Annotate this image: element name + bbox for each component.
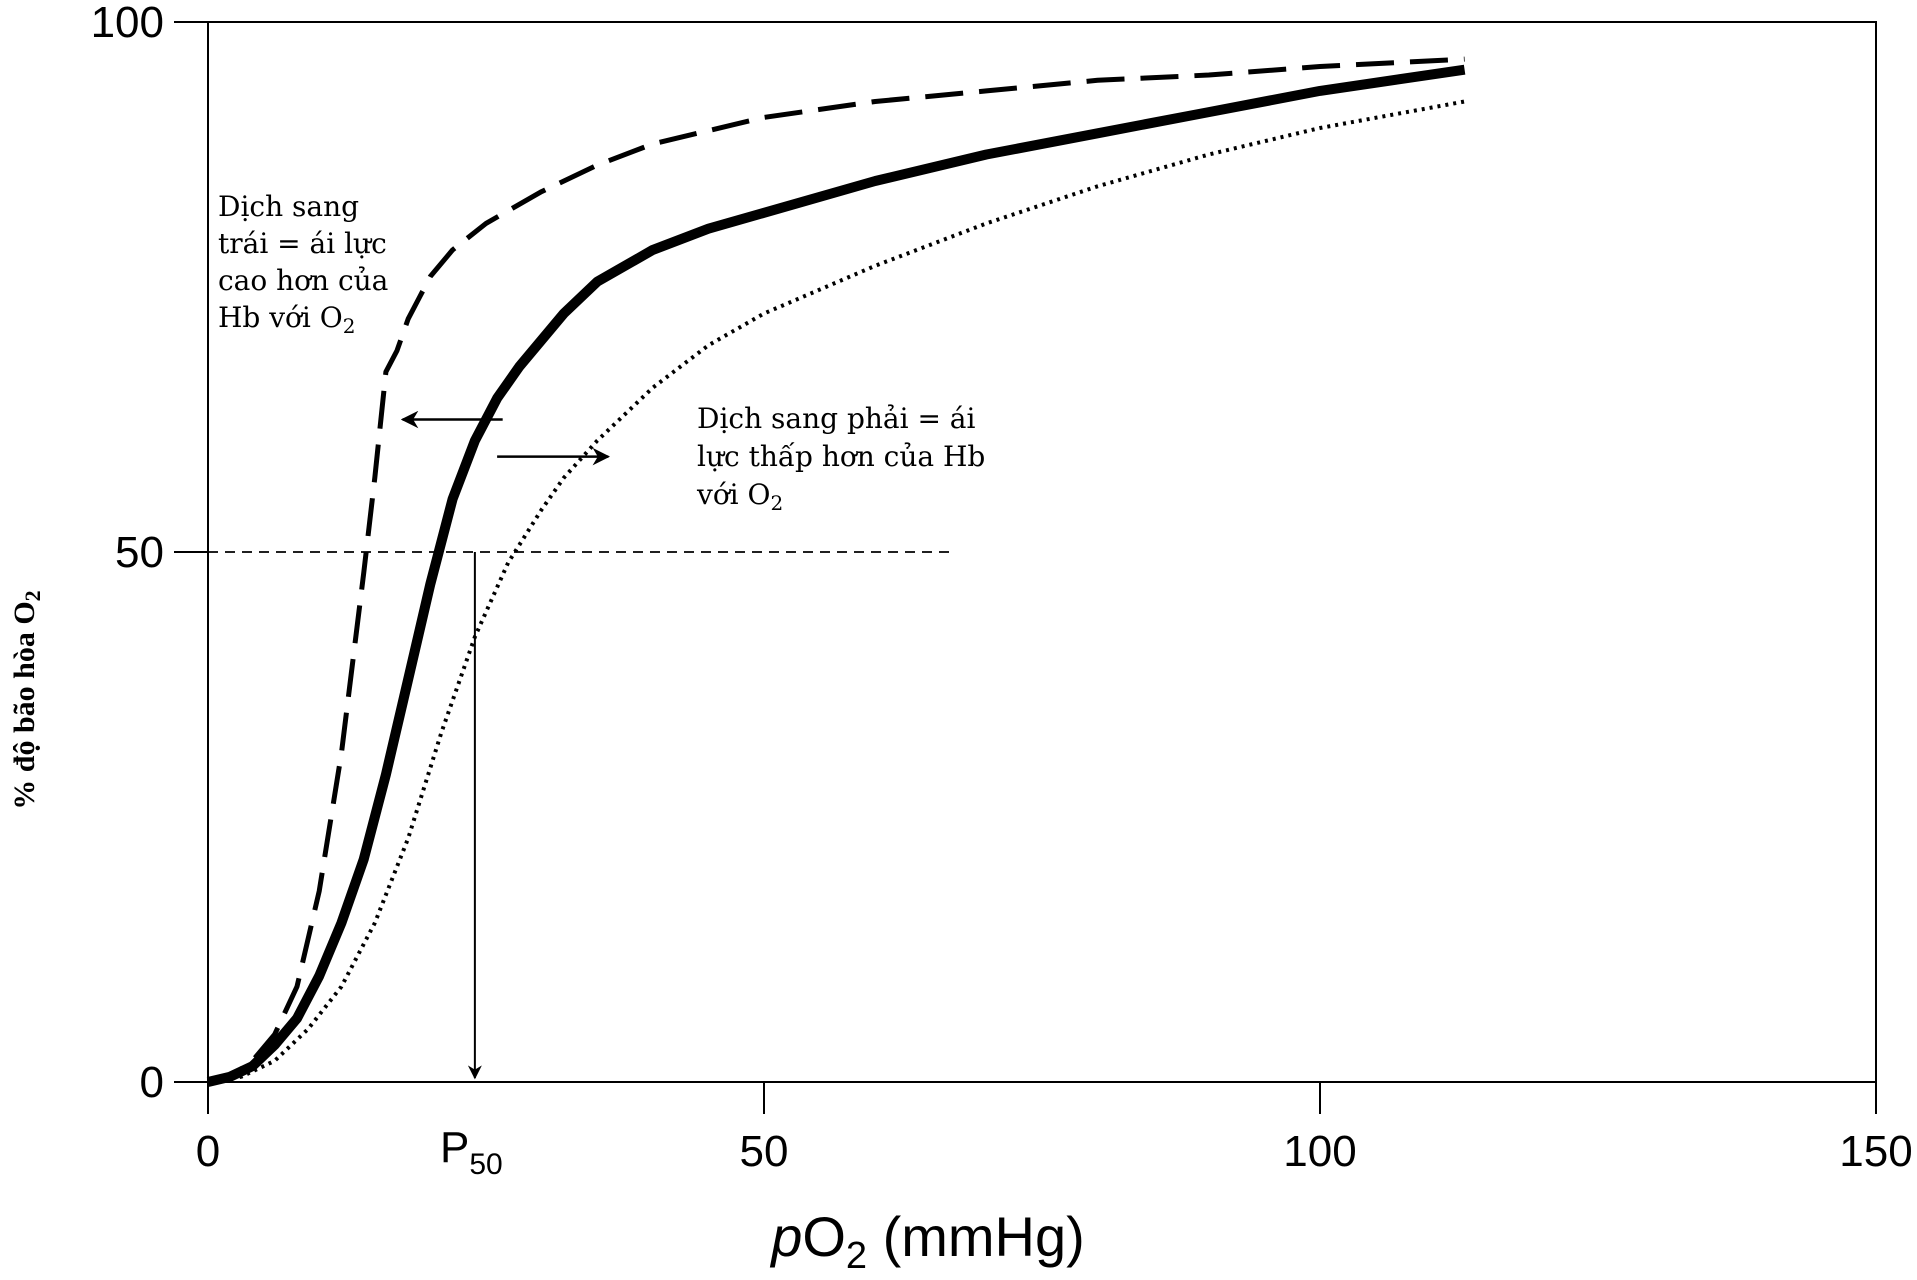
right-shift-annotation: Dịch sang phải = ái lực thấp hơn của Hb … <box>696 402 994 515</box>
x-axis-label-rest: (mmHg) <box>867 1205 1085 1268</box>
left-annotation-line: cao hơn của <box>218 264 388 297</box>
left-annotation-line: trái = ái lực <box>218 227 387 260</box>
x-axis-label: pO2 (mmHg) <box>769 1205 1085 1277</box>
series-line-dotted <box>207 99 1465 1084</box>
x-axis-label-main: O <box>802 1205 846 1268</box>
plot-frame <box>207 21 1877 1083</box>
left-shift-annotation: Dịch sang trái = ái lực cao hơn của Hb v… <box>218 190 397 338</box>
y-tick-label: 50 <box>115 528 164 577</box>
left-annotation-line: Hb với O <box>218 301 343 334</box>
series-line-solid <box>206 64 1466 1087</box>
left-annotation-sub: 2 <box>343 314 356 338</box>
y-axis-label-sub: 2 <box>20 590 45 601</box>
y-tick-label: 100 <box>91 0 164 47</box>
x-tick-label: 150 <box>1839 1127 1912 1176</box>
right-annotation-line: với O <box>696 478 771 511</box>
y-axis-label: % độ bão hòa O2 <box>8 590 45 809</box>
right-annotation-sub: 2 <box>771 491 784 515</box>
shift-arrows <box>400 410 611 466</box>
series-line-dashed <box>207 56 1465 1085</box>
x-tick-label: 100 <box>1283 1127 1356 1176</box>
x-tick-label: 0 <box>196 1127 220 1176</box>
p50-label: P50 <box>440 1123 503 1181</box>
y-axis-label-main: % độ bão hòa O <box>8 601 41 809</box>
left-annotation-line: Dịch sang <box>218 190 359 223</box>
y-tick-label: 0 <box>140 1058 164 1107</box>
right-annotation-line: Dịch sang phải = ái <box>697 402 976 435</box>
series-lines <box>206 56 1466 1087</box>
p50-label-main: P <box>440 1123 469 1172</box>
x-tick-label: 50 <box>740 1127 789 1176</box>
right-annotation-line: lực thấp hơn của Hb <box>697 440 985 473</box>
x-axis-ticks: 0 50 100 150 <box>196 1082 1913 1176</box>
p50-label-sub: 50 <box>469 1148 502 1181</box>
y-axis-ticks: 0 50 100 <box>91 0 208 1107</box>
x-axis-label-italic: p <box>769 1205 802 1268</box>
x-axis-label-sub: 2 <box>846 1235 867 1277</box>
p50-reference <box>174 551 954 1080</box>
